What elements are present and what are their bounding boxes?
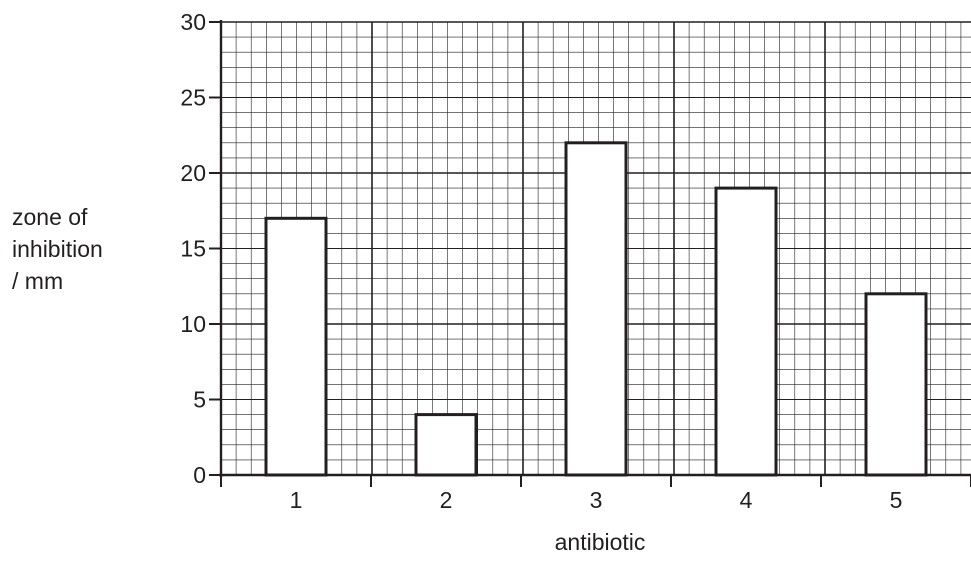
y-tick-label: 30 (180, 9, 206, 35)
x-tick-label: 3 (590, 487, 603, 513)
y-axis-title: zone of inhibition / mm (12, 204, 109, 294)
x-tick-label: 2 (440, 487, 453, 513)
bar-1 (264, 216, 328, 477)
x-tick-label: 5 (890, 487, 903, 513)
y-tick-labels: 0 5 10 15 20 25 30 (180, 9, 221, 488)
y-tick-label: 5 (193, 387, 206, 413)
bar-5 (864, 292, 928, 477)
y-tick-label: 20 (180, 160, 206, 186)
x-axis-title: antibiotic (555, 529, 646, 555)
x-tick-label: 4 (740, 487, 753, 513)
bar-3 (564, 141, 628, 477)
bar-2 (414, 413, 478, 477)
y-tick-label: 15 (180, 236, 206, 262)
x-tick-label: 1 (290, 487, 303, 513)
y-axis-title-line-1: zone of (12, 204, 88, 230)
y-tick-label: 0 (193, 462, 206, 488)
x-tick-labels: 1 2 3 4 5 (220, 475, 971, 513)
y-tick-label: 25 (180, 85, 206, 111)
bars (264, 141, 928, 477)
y-axis-title-line-3: / mm (12, 268, 63, 294)
y-axis-title-line-2: inhibition (12, 236, 103, 262)
y-tick-label: 10 (180, 311, 206, 337)
bar-4 (714, 186, 778, 477)
